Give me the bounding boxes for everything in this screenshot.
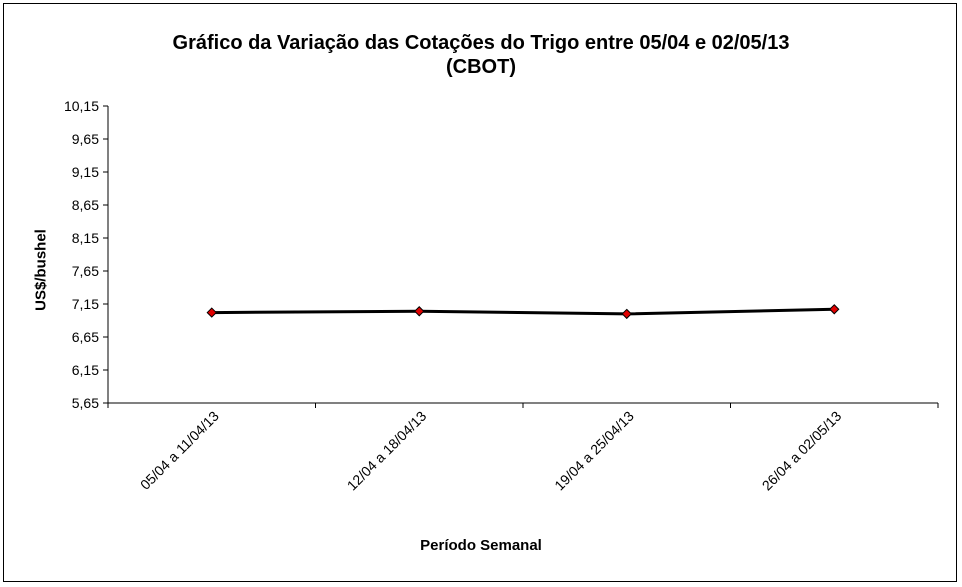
data-point: [829, 304, 840, 315]
x-axis-label: Período Semanal: [420, 537, 542, 554]
x-tick-label: 12/04 a 18/04/13: [344, 408, 430, 494]
x-tick-label: 26/04 a 02/05/13: [759, 408, 845, 494]
x-tick-label: 05/04 a 11/04/13: [137, 408, 222, 493]
y-tick-label: 7,65: [72, 263, 99, 279]
chart-frame: [3, 3, 957, 582]
y-tick-label: 8,65: [72, 197, 99, 213]
chart-subtitle: (CBOT): [446, 56, 516, 78]
y-tick-label: 5,65: [72, 395, 99, 411]
y-tick-label: 9,65: [72, 131, 99, 147]
data-point: [414, 306, 425, 317]
y-tick-label: 8,15: [72, 230, 99, 246]
y-tick-label: 6,15: [72, 362, 99, 378]
chart-title: Gráfico da Variação das Cotações do Trig…: [172, 32, 790, 54]
data-point: [621, 308, 632, 320]
series-line: [211, 307, 835, 316]
x-tick-label: 19/04 a 25/04/13: [551, 408, 637, 494]
y-tick-label: 6,65: [72, 329, 99, 345]
data-point: [206, 307, 217, 318]
y-tick-label: 7,15: [72, 296, 99, 312]
y-tick-label: 10,15: [64, 98, 99, 114]
y-tick-label: 9,15: [72, 164, 99, 180]
